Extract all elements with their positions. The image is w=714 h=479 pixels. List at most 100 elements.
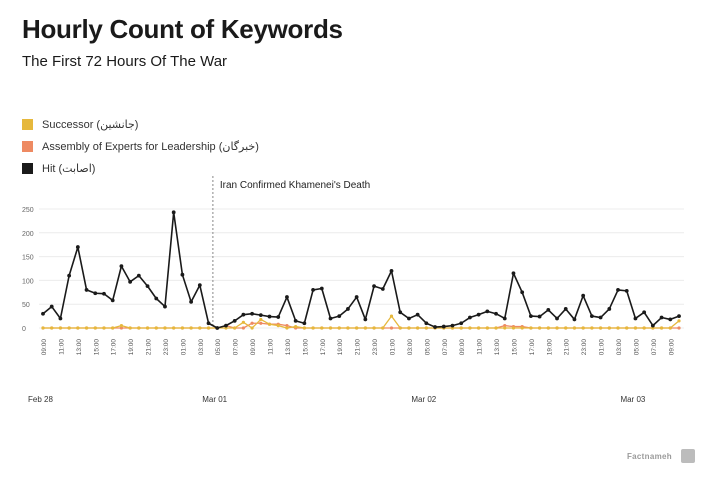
legend-label-successor: Successor (جانشین) bbox=[42, 118, 139, 131]
data-point-successor bbox=[111, 326, 115, 330]
data-point-successor bbox=[459, 326, 463, 330]
data-point-successor bbox=[485, 326, 489, 330]
y-tick-label: 100 bbox=[22, 278, 34, 285]
data-point-hit bbox=[145, 284, 150, 289]
data-point-successor bbox=[267, 322, 272, 326]
data-point-hit bbox=[494, 311, 498, 316]
data-point-successor bbox=[572, 326, 577, 330]
x-tick-label: 19:00 bbox=[128, 339, 135, 356]
data-point-hit bbox=[102, 291, 106, 296]
data-point-successor bbox=[607, 326, 611, 330]
data-point-hit bbox=[677, 314, 681, 318]
data-point-hit bbox=[84, 288, 89, 292]
data-point-hit bbox=[520, 290, 525, 295]
x-tick-label: 09:00 bbox=[41, 339, 48, 356]
legend-item-assembly: Assembly of Experts for Leadership (خبرگ… bbox=[22, 135, 259, 157]
x-tick-label: 13:00 bbox=[285, 339, 292, 356]
y-tick-label: 50 bbox=[22, 302, 30, 309]
x-tick-label: 01:00 bbox=[180, 339, 187, 356]
data-point-hit bbox=[215, 326, 220, 330]
data-point-hit bbox=[75, 245, 80, 249]
data-point-assembly bbox=[259, 321, 263, 325]
date-label: Mar 03 bbox=[620, 395, 645, 404]
x-tick-label: 13:00 bbox=[494, 339, 501, 356]
data-point-hit bbox=[58, 316, 63, 321]
data-point-successor bbox=[58, 326, 63, 330]
data-point-successor bbox=[67, 326, 71, 330]
x-tick-label: 23:00 bbox=[163, 339, 170, 356]
data-point-hit bbox=[241, 312, 246, 317]
x-tick-label: 11:00 bbox=[477, 339, 484, 355]
data-point-hit bbox=[285, 295, 289, 299]
data-point-hit bbox=[171, 210, 176, 215]
data-point-hit bbox=[485, 309, 490, 314]
data-point-successor bbox=[206, 326, 211, 330]
data-point-successor bbox=[564, 326, 568, 330]
data-point-successor bbox=[233, 326, 237, 330]
x-tick-label: 13:00 bbox=[76, 339, 83, 356]
data-point-successor bbox=[41, 326, 45, 330]
data-point-hit bbox=[668, 317, 673, 322]
data-point-successor bbox=[468, 326, 472, 330]
y-tick-label: 200 bbox=[22, 231, 34, 238]
data-point-hit bbox=[424, 321, 429, 326]
data-point-assembly bbox=[241, 326, 245, 330]
data-point-hit bbox=[450, 323, 455, 328]
data-point-hit bbox=[250, 311, 254, 316]
data-point-successor bbox=[642, 326, 646, 330]
x-tick-label: 15:00 bbox=[302, 339, 309, 356]
x-tick-label: 09:00 bbox=[250, 339, 257, 356]
data-point-hit bbox=[128, 279, 133, 284]
data-point-hit bbox=[581, 293, 586, 298]
data-point-successor bbox=[250, 326, 254, 330]
legend-item-successor: Successor (جانشین) bbox=[22, 113, 259, 135]
data-point-assembly bbox=[119, 326, 124, 330]
date-label: Mar 01 bbox=[202, 395, 227, 404]
data-point-successor bbox=[407, 326, 411, 330]
data-point-successor bbox=[163, 326, 167, 330]
x-tick-label: 01:00 bbox=[389, 339, 396, 356]
legend-swatch-assembly bbox=[22, 140, 33, 152]
data-point-successor bbox=[172, 326, 176, 330]
data-point-successor bbox=[381, 326, 385, 330]
date-label: Mar 02 bbox=[411, 395, 436, 404]
data-point-hit bbox=[67, 273, 72, 278]
data-point-assembly bbox=[285, 324, 289, 328]
data-point-successor bbox=[241, 320, 245, 324]
x-tick-label: 21:00 bbox=[355, 339, 362, 356]
data-point-successor bbox=[677, 319, 681, 323]
data-point-successor bbox=[102, 326, 106, 330]
data-point-hit bbox=[407, 316, 411, 321]
data-point-successor bbox=[503, 326, 507, 330]
chart-title: Hourly Count of Keywords bbox=[22, 14, 343, 44]
data-point-successor bbox=[494, 326, 498, 330]
data-point-hit bbox=[433, 325, 437, 329]
data-point-assembly bbox=[503, 324, 507, 328]
x-tick-label: 19:00 bbox=[337, 339, 344, 356]
data-point-hit bbox=[398, 310, 403, 315]
data-point-successor bbox=[355, 326, 359, 330]
data-point-hit bbox=[537, 314, 542, 319]
y-tick-label: 0 bbox=[22, 326, 26, 333]
x-tick-label: 21:00 bbox=[146, 339, 153, 356]
annotation-label: Iran Confirmed Khamenei's Death bbox=[220, 180, 370, 191]
data-point-successor bbox=[128, 326, 132, 330]
data-point-hit bbox=[372, 284, 376, 289]
data-point-successor bbox=[328, 326, 333, 330]
x-tick-label: 09:00 bbox=[668, 339, 675, 356]
data-point-hit bbox=[93, 291, 98, 296]
data-point-hit bbox=[511, 271, 516, 276]
data-point-hit bbox=[136, 273, 141, 278]
data-point-hit bbox=[110, 298, 115, 303]
data-point-hit bbox=[206, 321, 211, 326]
data-point-hit bbox=[459, 321, 464, 326]
data-point-successor bbox=[198, 326, 202, 330]
date-label: Feb 28 bbox=[28, 395, 53, 404]
data-point-hit bbox=[476, 312, 481, 317]
data-point-successor bbox=[320, 326, 324, 330]
data-point-successor bbox=[372, 326, 376, 330]
x-tick-label: 21:00 bbox=[564, 339, 571, 356]
data-point-hit bbox=[119, 264, 124, 269]
data-point-hit bbox=[389, 268, 394, 273]
